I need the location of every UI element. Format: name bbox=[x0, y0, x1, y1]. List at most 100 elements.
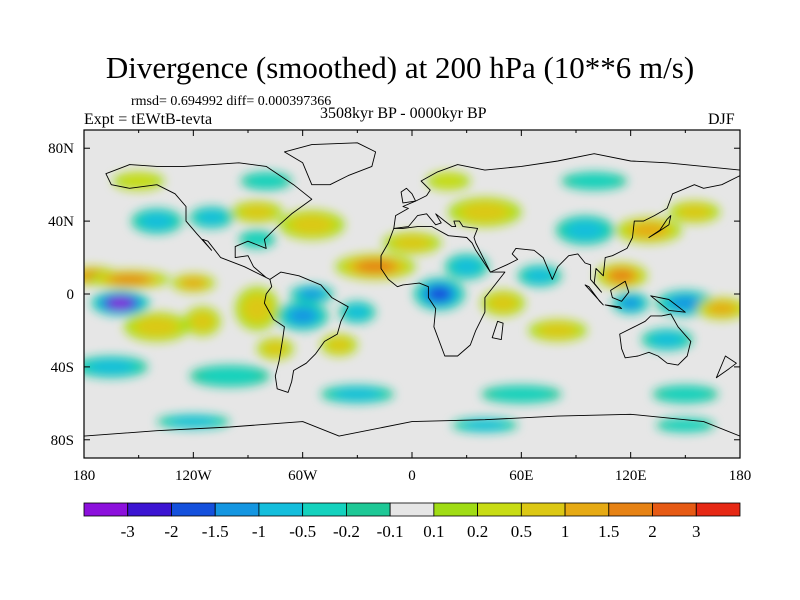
field-patch bbox=[194, 315, 211, 328]
colorbar-swatch bbox=[652, 502, 697, 517]
field-patch bbox=[202, 212, 222, 223]
field-patch bbox=[361, 262, 390, 272]
field-patch bbox=[623, 298, 638, 308]
lon-tick-label: 60W bbox=[288, 468, 318, 484]
coastline bbox=[491, 320, 504, 341]
colorbar-label: -1 bbox=[252, 522, 266, 541]
colorbar-swatch bbox=[302, 502, 347, 517]
field-patch bbox=[612, 271, 631, 281]
field-patch bbox=[177, 418, 210, 425]
field-patch bbox=[115, 276, 144, 283]
field-patch bbox=[437, 176, 460, 186]
colorbar-swatch bbox=[345, 502, 391, 517]
colorbar-label: -3 bbox=[121, 522, 135, 541]
colorbar-label: -0.2 bbox=[333, 522, 360, 541]
field-patch bbox=[267, 343, 284, 354]
colorbar-label: 2 bbox=[648, 522, 657, 541]
colorbar-swatch bbox=[695, 502, 741, 517]
colorbar-label: 0.2 bbox=[467, 522, 488, 541]
field-patch bbox=[674, 298, 697, 308]
lon-tick-label: 120W bbox=[175, 468, 213, 484]
coastline bbox=[283, 142, 377, 186]
colorbar-label: -2 bbox=[164, 522, 178, 541]
field-patch bbox=[500, 389, 542, 399]
colorbar-swatch bbox=[389, 502, 435, 517]
coastline bbox=[604, 304, 623, 310]
colorbar-swatch bbox=[477, 502, 522, 517]
field-patch bbox=[142, 320, 172, 334]
field-patch bbox=[668, 389, 703, 399]
coastline bbox=[84, 413, 740, 458]
field-patch bbox=[712, 304, 732, 313]
field-patch bbox=[341, 390, 374, 399]
field-patch bbox=[111, 299, 130, 307]
field-patch bbox=[530, 271, 550, 281]
field-patch bbox=[683, 207, 706, 217]
colorbar-label: 1.5 bbox=[598, 522, 619, 541]
field-patch bbox=[246, 207, 269, 217]
colorbar-swatch bbox=[171, 502, 216, 517]
stats-text: rmsd= 0.694992 diff= 0.000397366 bbox=[131, 94, 332, 109]
field-patch bbox=[303, 290, 321, 298]
field-patch bbox=[292, 310, 313, 322]
chart-title: Divergence (smoothed) at 200 hPa (10**6 … bbox=[105, 50, 695, 85]
period-label: 3508kyr BP - 0000kyr BP bbox=[320, 105, 487, 122]
colorbar-swatch bbox=[258, 502, 304, 517]
coastline bbox=[380, 226, 506, 357]
field-patch bbox=[545, 325, 571, 336]
field-patch bbox=[493, 297, 513, 309]
field-patch bbox=[349, 307, 366, 317]
coastline bbox=[400, 187, 417, 204]
field-patch bbox=[247, 234, 267, 245]
colorbar-swatch bbox=[127, 502, 172, 517]
coastline bbox=[610, 280, 630, 302]
colorbar-label: 0.5 bbox=[511, 522, 532, 541]
colorbar-label: 1 bbox=[561, 522, 570, 541]
colorbar-label: -0.5 bbox=[289, 522, 316, 541]
divergence-field bbox=[84, 171, 740, 433]
lat-tick-label: 40S bbox=[51, 360, 74, 376]
experiment-label: Expt = tEWtB-tevta bbox=[84, 111, 213, 128]
field-patch bbox=[577, 176, 612, 186]
colorbar-label: 0.1 bbox=[423, 522, 444, 541]
colorbar-label: -1.5 bbox=[202, 522, 229, 541]
colorbar-swatch bbox=[564, 502, 610, 517]
field-patch bbox=[636, 225, 662, 236]
field-patch bbox=[572, 223, 598, 237]
lon-tick-label: 180 bbox=[73, 468, 96, 484]
field-patch bbox=[430, 288, 449, 300]
colorbar-swatch bbox=[520, 502, 566, 517]
colorbar-label: 3 bbox=[692, 522, 701, 541]
field-patch bbox=[470, 422, 500, 429]
field-patch bbox=[399, 238, 425, 248]
field-patch bbox=[184, 279, 202, 287]
colorbar-swatch bbox=[608, 502, 653, 517]
colorbar-label: -0.1 bbox=[377, 522, 404, 541]
field-patch bbox=[656, 334, 679, 345]
coastline bbox=[650, 295, 686, 313]
colorbar: -3 -2 -1.5 -1 -0.5 -0.2 -0.1 0.1 0.2 0.5 1 1.5 2 3 bbox=[83, 502, 741, 541]
coastline bbox=[648, 215, 672, 238]
field-patch bbox=[95, 362, 128, 372]
field-patch bbox=[209, 370, 251, 382]
field-patch bbox=[253, 176, 280, 186]
lon-tick-label: 180 bbox=[729, 468, 752, 484]
lon-tick-label: 120E bbox=[615, 468, 647, 484]
field-patch bbox=[670, 421, 701, 429]
map-background bbox=[84, 130, 740, 458]
field-patch bbox=[247, 299, 267, 319]
coastlines bbox=[84, 142, 740, 458]
coastline bbox=[393, 153, 740, 293]
colorbar-swatch bbox=[214, 502, 260, 517]
field-patch bbox=[125, 176, 152, 186]
lat-tick-label: 80N bbox=[48, 141, 74, 157]
field-patch bbox=[297, 218, 326, 232]
lat-tick-label: 40N bbox=[48, 214, 74, 230]
lat-tick-label: 0 bbox=[67, 287, 75, 303]
field-patch bbox=[457, 261, 477, 273]
season-label: DJF bbox=[708, 111, 735, 128]
coastline bbox=[105, 162, 313, 280]
field-patch bbox=[469, 205, 501, 219]
coastline bbox=[619, 313, 692, 366]
